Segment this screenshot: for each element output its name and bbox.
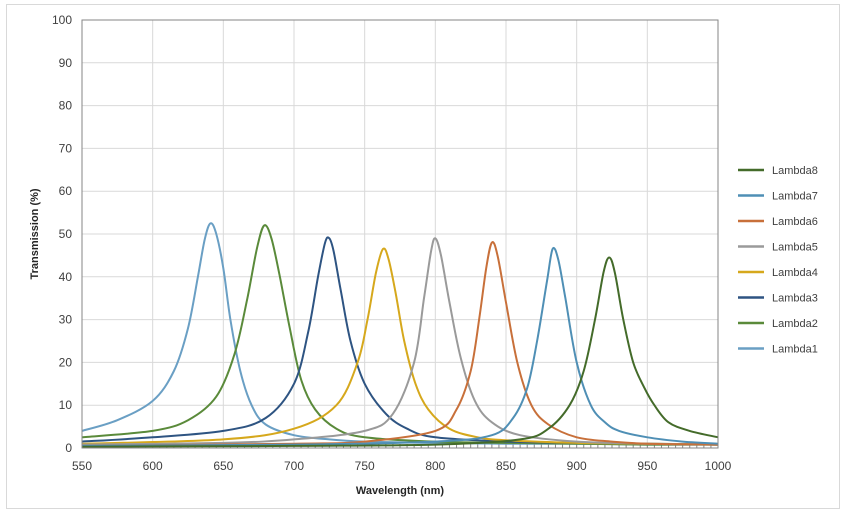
legend-label-lambda7: Lambda7 (772, 191, 818, 203)
y-tick-label: 40 (59, 270, 73, 284)
legend-label-lambda2: Lambda2 (772, 318, 818, 330)
legend: Lambda8 Lambda7 Lambda6 Lambda5 Lambda4 Lambd… (738, 165, 818, 356)
series-line-lambda8 (81, 256, 719, 448)
y-tick-label: 100 (52, 13, 72, 27)
x-tick-label: 900 (567, 459, 587, 473)
legend-label-lambda5: Lambda5 (772, 242, 818, 254)
x-tick-label: 1000 (705, 459, 732, 473)
gridlines (81, 19, 719, 449)
y-tick-label: 80 (59, 99, 73, 113)
series-line-lambda6 (81, 241, 719, 447)
x-tick-labels: 550 600 650 700 750 800 850 900 950 1000 (72, 459, 732, 473)
y-tick-label: 70 (59, 141, 73, 155)
x-tick-label: 600 (143, 459, 163, 473)
x-tick-label: 700 (284, 459, 304, 473)
y-tick-labels: 0 10 20 30 40 50 60 70 80 90 100 (52, 13, 72, 455)
y-tick-label: 60 (59, 184, 73, 198)
chart-area (6, 4, 840, 509)
x-tick-label: 850 (496, 459, 516, 473)
series-line-lambda1 (81, 222, 719, 446)
y-tick-label: 10 (59, 398, 73, 412)
x-axis-label: Wavelength (nm) (356, 485, 445, 497)
y-tick-label: 0 (65, 441, 72, 455)
x-tick-label: 800 (425, 459, 445, 473)
y-axis-label: Transmission (%) (29, 188, 41, 279)
y-tick-label: 30 (59, 313, 73, 327)
legend-label-lambda4: Lambda4 (772, 267, 818, 279)
series-line-lambda7 (81, 247, 719, 447)
series-line-lambda2 (81, 224, 719, 446)
legend-label-lambda1: Lambda1 (772, 344, 818, 356)
legend-label-lambda6: Lambda6 (772, 216, 818, 228)
y-tick-label: 50 (59, 227, 73, 241)
series-line-lambda3 (81, 236, 719, 446)
series-line-lambda5 (81, 237, 719, 446)
legend-label-lambda3: Lambda3 (772, 293, 818, 305)
y-tick-label: 20 (59, 355, 73, 369)
legend-label-lambda8: Lambda8 (772, 165, 818, 177)
plot-border (81, 19, 719, 449)
x-tick-label: 650 (213, 459, 233, 473)
series-line-lambda4 (81, 247, 719, 446)
x-tick-label: 950 (637, 459, 657, 473)
series-lines (81, 222, 719, 448)
x-tick-label: 550 (72, 459, 92, 473)
y-tick-label: 90 (59, 56, 73, 70)
x-tick-label: 750 (355, 459, 375, 473)
